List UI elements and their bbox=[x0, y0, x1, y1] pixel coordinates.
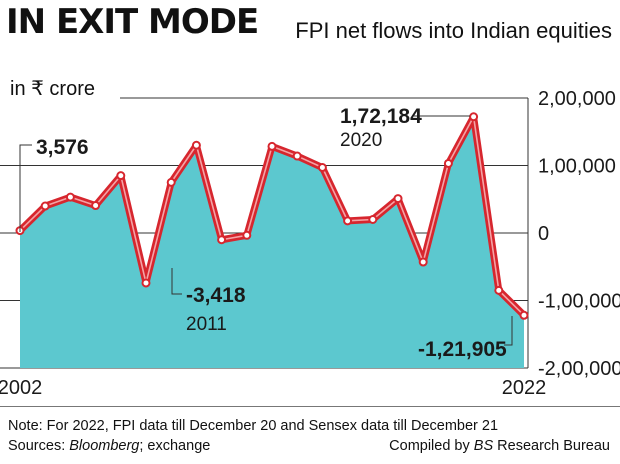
annotation-leader bbox=[19, 144, 32, 232]
annotation-year: 2020 bbox=[340, 130, 382, 151]
y-axis: 2,00,000 1,00,000 0 -1,00,000 -2,00,000 bbox=[527, 88, 620, 380]
sources-name: Bloomberg bbox=[69, 438, 140, 454]
y-tick-label: 0 bbox=[538, 223, 549, 245]
data-point bbox=[393, 194, 403, 204]
footer-sources: Sources: Bloomberg; exchange bbox=[8, 438, 210, 454]
annotation-leader bbox=[504, 316, 513, 346]
data-point bbox=[242, 230, 252, 240]
series-points bbox=[15, 112, 529, 320]
data-point bbox=[519, 310, 529, 320]
data-point bbox=[267, 141, 277, 151]
x-tick-label: 2002 bbox=[0, 377, 42, 399]
data-point bbox=[494, 285, 504, 295]
y-tick-label: -2,00,000 bbox=[538, 358, 620, 380]
chart-headline: IN EXIT MODE bbox=[6, 2, 259, 42]
annotation-leader bbox=[171, 268, 182, 295]
footer-note: Note: For 2022, FPI data till December 2… bbox=[8, 418, 499, 434]
x-tick-label: 2022 bbox=[502, 377, 547, 399]
data-point bbox=[116, 171, 126, 181]
credit-prefix: Compiled by bbox=[389, 438, 474, 454]
footer-credit: Compiled by BS Research Bureau bbox=[389, 438, 610, 454]
data-point bbox=[40, 201, 50, 211]
data-point bbox=[65, 192, 75, 202]
credit-name: BS bbox=[473, 438, 494, 454]
data-point bbox=[469, 112, 479, 122]
data-point bbox=[317, 163, 327, 173]
unit-label: in ₹ crore bbox=[10, 78, 95, 100]
y-tick-label: 2,00,000 bbox=[538, 88, 616, 110]
annotation-value: 3,576 bbox=[36, 136, 89, 159]
y-tick-label: 1,00,000 bbox=[538, 156, 616, 178]
x-axis-labels: 2002 2022 bbox=[0, 377, 546, 399]
data-point bbox=[343, 216, 353, 226]
data-point bbox=[368, 215, 378, 224]
footer-divider bbox=[0, 406, 620, 407]
data-point bbox=[166, 177, 176, 187]
data-point bbox=[217, 235, 227, 245]
fpi-flows-chart: 2,00,000 1,00,000 0 -1,00,000 -2,00,000 2002… bbox=[0, 88, 620, 399]
annotation-value: -3,418 bbox=[186, 284, 246, 307]
data-point bbox=[292, 151, 302, 161]
data-point bbox=[418, 257, 428, 267]
annotation-value: -1,21,905 bbox=[418, 338, 507, 361]
sources-prefix: Sources: bbox=[8, 438, 70, 454]
annotation-value: 1,72,184 bbox=[340, 105, 422, 128]
chart-subtitle: FPI net flows into Indian equities bbox=[295, 18, 612, 43]
area-fill bbox=[20, 116, 524, 368]
data-point bbox=[443, 158, 453, 168]
sources-suffix: ; exchange bbox=[139, 438, 211, 454]
annotation-year: 2011 bbox=[186, 314, 227, 335]
y-tick-label: -1,00,000 bbox=[538, 291, 620, 313]
credit-suffix: Research Bureau bbox=[493, 438, 610, 454]
data-point bbox=[141, 278, 151, 288]
data-point bbox=[91, 201, 101, 211]
data-point bbox=[191, 140, 201, 150]
